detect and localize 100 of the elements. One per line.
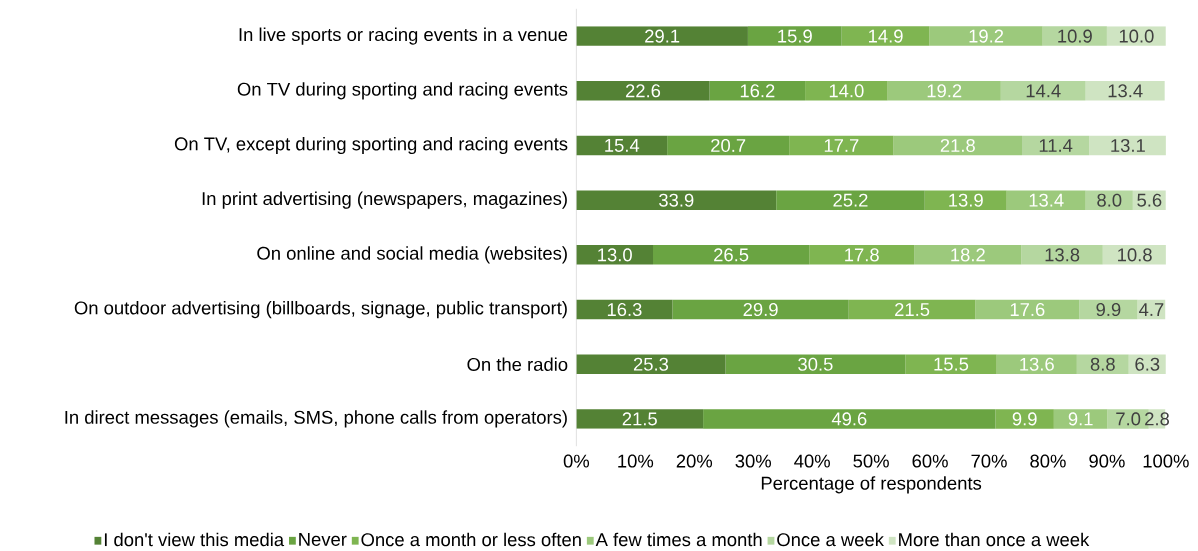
data-label: 13.1 [1111,139,1145,153]
bar [887,81,1001,101]
bar [703,409,996,429]
data-label: 15.9 [778,29,812,43]
bar [893,135,1023,156]
bar [725,354,906,375]
bar [995,409,1054,429]
data-label: 5.6 [1137,193,1162,207]
data-label: 9.9 [1096,303,1121,317]
y-tick-label: On online and social media (websites) [257,246,567,264]
bar [975,300,1080,320]
data-label: 16.3 [607,303,642,317]
data-label: 14.0 [829,84,864,98]
bar [1102,245,1166,265]
x-tick-label: 40% [794,454,830,468]
x-tick-label: 100% [1143,454,1189,468]
y-tick-label: In direct messages (emails, SMS, phone calls from operators) [65,410,567,428]
bar [653,245,810,265]
x-tick-label: 90% [1089,454,1125,468]
bar [1021,245,1103,265]
bar [1076,354,1129,375]
bar [1085,81,1165,101]
bar [841,26,930,47]
bar [1053,409,1108,429]
data-label: 13.4 [1029,193,1064,207]
legend-label: Never [299,533,347,547]
data-label: 15.5 [934,358,969,371]
bar [789,135,894,156]
data-label: 16.2 [740,84,775,98]
bar [747,26,842,47]
bar [848,300,976,320]
y-tick-label: On TV during sporting and racing events [237,82,568,100]
data-label: 19.2 [927,84,962,98]
bar [1042,26,1107,47]
bar [809,245,915,265]
bar [1006,190,1086,211]
bar [576,300,673,320]
x-tick-label: 80% [1030,454,1066,468]
data-label: 21.5 [622,412,657,426]
data-label: 18.2 [951,248,985,262]
data-label: 13.4 [1108,84,1143,98]
bar [576,135,668,156]
x-tick-label: 30% [735,454,772,468]
bar [576,354,726,375]
data-label: 10.9 [1058,29,1092,43]
bar [672,300,849,320]
y-tick-label: On the radio [467,357,568,372]
bar [576,81,710,101]
data-label: 33.9 [659,193,694,207]
data-label: 13.9 [949,193,983,207]
bar [1079,300,1138,320]
bar [576,26,748,47]
data-label: 21.8 [940,139,975,153]
bar [776,190,925,211]
data-label: 8.8 [1090,357,1115,371]
y-tick-label: On outdoor advertising (billboards, signage, public transport) [74,301,567,319]
bar [576,190,777,211]
data-label: 26.5 [714,248,749,262]
data-label: 21.5 [895,303,930,317]
data-label: 9.1 [1068,412,1093,426]
bar [709,81,806,101]
data-label: 20.7 [711,139,746,153]
bar [576,245,654,265]
bar [1000,81,1086,101]
data-label: 22.6 [625,84,661,98]
data-label: 17.6 [1010,303,1045,317]
x-tick-label: 60% [912,454,948,468]
data-label: 19.2 [969,29,1004,43]
bar [576,409,704,429]
bar [996,354,1077,375]
bar [667,135,790,156]
data-label: 17.7 [824,139,859,153]
data-label: 49.6 [831,412,867,426]
data-label: 15.4 [605,139,640,153]
data-label: 7.0 [1116,412,1141,426]
data-label: 6.3 [1135,357,1160,371]
bar [805,81,888,101]
data-label: 4.7 [1139,303,1164,317]
legend-label: Once a month or less often [361,532,581,547]
data-label: 8.0 [1097,193,1122,207]
data-label: 30.5 [798,357,833,371]
data-label: 13.6 [1020,357,1054,371]
y-tick-label: On TV, except during sporting and racing events [174,137,568,155]
data-label: 11.4 [1039,139,1073,153]
data-label: 10.8 [1118,248,1152,262]
y-tick-label: In live sports or racing events in a venue [239,27,568,45]
data-label: 10.0 [1119,29,1154,43]
legend-label: Once a week [777,532,884,547]
data-label: 25.3 [633,357,669,371]
bar [914,245,1022,265]
legend-label: More than once a week [899,532,1090,547]
data-label: 2.8 [1145,412,1170,426]
data-label: 9.9 [1012,412,1037,426]
data-label: 14.4 [1026,84,1061,98]
x-tick-label: 50% [853,454,889,468]
data-label: 25.2 [833,193,868,207]
data-label: 13.0 [598,248,632,262]
x-tick-label: 20% [676,454,713,468]
x-tick-label: 10% [618,454,654,468]
data-label: 29.9 [743,303,778,317]
